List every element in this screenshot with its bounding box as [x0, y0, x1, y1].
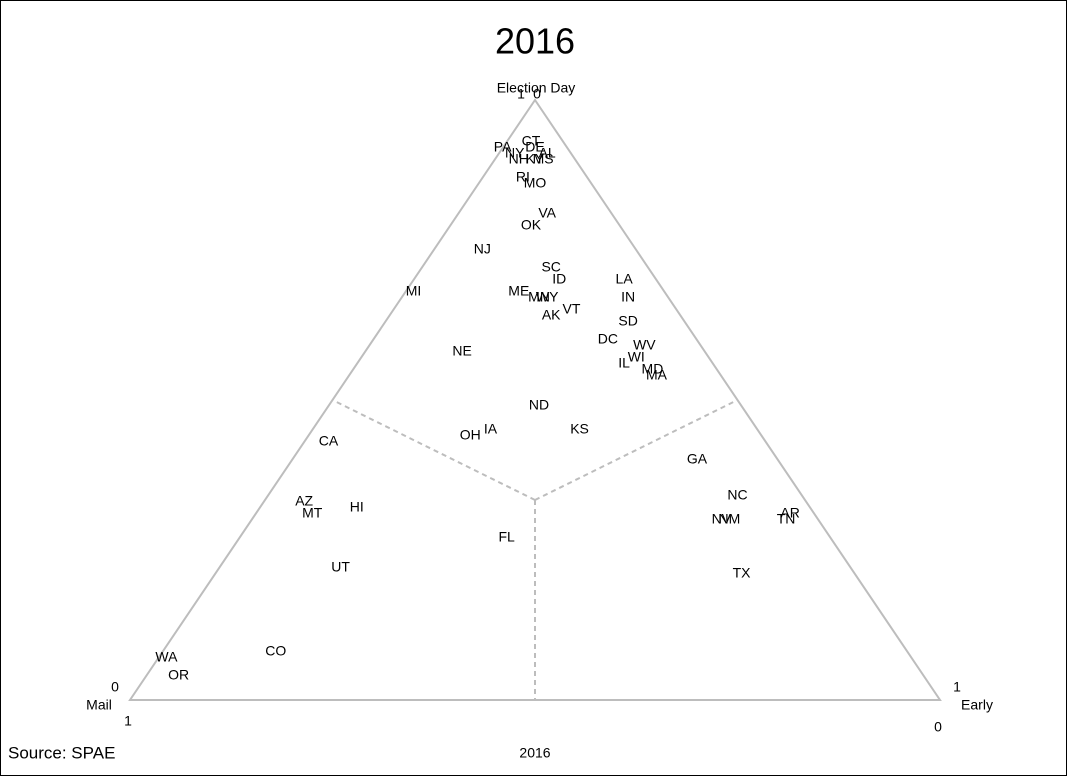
state-point: MN: [528, 289, 550, 305]
state-point: OR: [168, 667, 189, 683]
state-point: FL: [498, 529, 515, 545]
corner-tick-label: 1: [953, 679, 961, 695]
state-point: PA: [494, 139, 512, 155]
state-point: NC: [727, 487, 747, 503]
state-point: DE: [525, 139, 544, 155]
axis-label: Early: [961, 697, 993, 713]
state-point: MI: [406, 283, 422, 299]
state-point: IL: [618, 355, 630, 371]
state-point: CA: [319, 433, 339, 449]
state-point: WA: [155, 649, 178, 665]
state-point: TN: [777, 511, 796, 527]
state-point: ID: [552, 271, 566, 287]
state-point: DC: [598, 331, 618, 347]
state-point: ME: [508, 283, 529, 299]
state-point: WI: [628, 349, 645, 365]
state-point: IN: [621, 289, 635, 305]
state-point: VA: [538, 205, 556, 221]
state-point: CT: [522, 133, 541, 149]
state-point: NY: [505, 145, 525, 161]
state-point: NM: [719, 511, 741, 527]
state-point: AL: [539, 145, 556, 161]
state-point: WV: [633, 337, 656, 353]
chart-title: 2016: [495, 21, 575, 62]
state-point: HI: [350, 499, 364, 515]
corner-tick-label: 0: [533, 86, 541, 102]
corner-tick-label: 1: [124, 713, 132, 729]
state-point: RI: [516, 169, 530, 185]
region-divider: [534, 399, 738, 501]
state-point: SD: [618, 313, 637, 329]
state-point: SC: [541, 259, 560, 275]
state-point: NJ: [474, 241, 491, 257]
state-point: NV: [712, 511, 732, 527]
state-point: VT: [563, 301, 581, 317]
state-point: AR: [780, 505, 799, 521]
state-point: KY: [526, 151, 545, 167]
state-point: MA: [646, 367, 668, 383]
state-point: AK: [542, 307, 561, 323]
state-point: AZ: [295, 493, 313, 509]
state-point: IA: [484, 421, 498, 437]
state-point: OH: [460, 427, 481, 443]
caption: 2016: [519, 745, 550, 761]
state-point: ND: [529, 397, 549, 413]
state-point: KS: [570, 421, 589, 437]
state-point: OK: [521, 217, 542, 233]
source: Source: SPAE: [8, 743, 115, 762]
state-point: WY: [536, 289, 559, 305]
state-point: GA: [687, 451, 708, 467]
axis-label: Election Day: [497, 80, 576, 96]
corner-tick-label: 0: [111, 679, 119, 695]
state-point: MS: [533, 151, 554, 167]
state-point: MT: [302, 505, 323, 521]
corner-tick-label: 1: [517, 86, 525, 102]
state-point: MO: [524, 175, 547, 191]
corner-tick-label: 0: [934, 719, 942, 735]
state-point: MD: [642, 361, 664, 377]
state-point: NE: [452, 343, 471, 359]
region-divider: [332, 399, 536, 501]
state-point: TX: [733, 565, 752, 581]
state-point: CO: [265, 643, 286, 659]
state-point: UT: [331, 559, 350, 575]
state-point: LA: [616, 271, 634, 287]
state-point: NH: [509, 151, 529, 167]
axis-label: Mail: [86, 697, 112, 713]
